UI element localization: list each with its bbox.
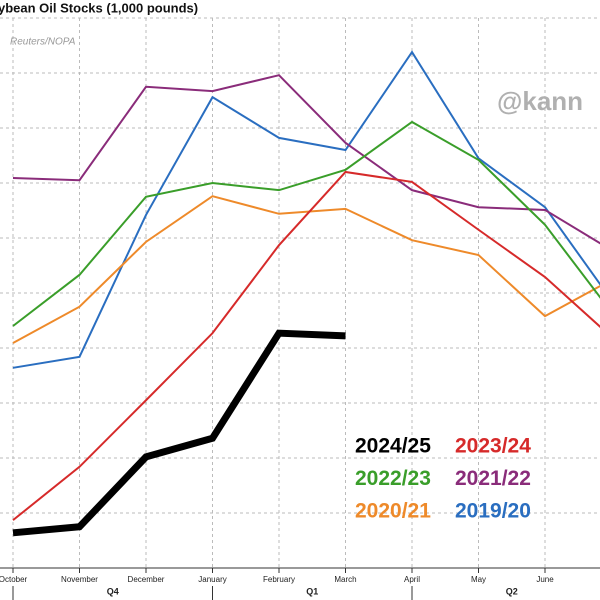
quarter-label: Q2 — [506, 586, 518, 596]
legend-entry: 2022/23 — [355, 467, 431, 490]
chart-title: ybean Oil Stocks (1,000 pounds) — [0, 0, 198, 15]
series-line — [12, 170, 600, 521]
x-tick-label: May — [471, 575, 486, 584]
series-line — [12, 50, 600, 369]
series-line — [12, 120, 600, 327]
legend-entry: 2020/21 — [355, 500, 431, 523]
quarter-label: Q4 — [107, 586, 119, 596]
series-line — [12, 74, 600, 245]
x-tick-label: December — [128, 575, 165, 584]
legend-entry: 2019/20 — [455, 500, 531, 523]
legend-entry: 2024/25 — [355, 435, 431, 458]
series-line — [12, 329, 346, 537]
x-tick-label: November — [61, 575, 98, 584]
quarter-label: Q1 — [306, 586, 318, 596]
x-tick-label: June — [536, 575, 554, 584]
legend-entry: 2021/22 — [455, 467, 531, 490]
legend-entry: 2023/24 — [455, 435, 531, 458]
series-line — [12, 195, 600, 344]
x-tick-label: March — [334, 575, 356, 584]
x-tick-label: February — [263, 575, 295, 584]
watermark: @kann — [497, 86, 583, 116]
x-tick-label: January — [198, 575, 226, 584]
x-tick-label: October — [0, 575, 28, 584]
x-tick-label: April — [404, 575, 420, 584]
source: Reuters/NOPA — [10, 37, 76, 48]
